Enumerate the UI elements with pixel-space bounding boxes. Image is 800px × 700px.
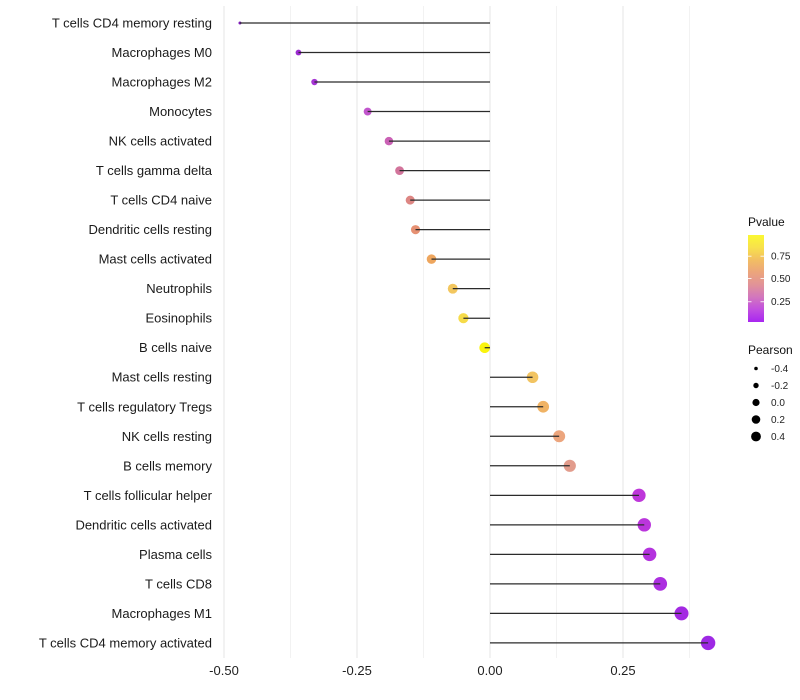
pearson-size-dot: [753, 382, 759, 389]
lollipop-row: Neutrophils: [146, 281, 490, 296]
lollipop-row: T cells regulatory Tregs: [77, 399, 550, 414]
category-label: B cells naive: [139, 340, 212, 355]
lollipop-row: Mast cells activated: [99, 252, 490, 267]
lollipop-row: T cells CD4 memory resting: [52, 16, 490, 31]
category-label: Plasma cells: [139, 547, 212, 562]
pearson-size-label: 0.2: [771, 415, 785, 426]
x-axis-tick-label: 0.25: [610, 663, 635, 678]
lollipop-rows: T cells CD4 memory resting Macrophages M0…: [39, 16, 716, 650]
pvalue-tick-label: 0.25: [771, 297, 791, 308]
lollipop-row: NK cells resting: [122, 429, 566, 444]
gridlines: [223, 6, 690, 658]
category-label: NK cells resting: [122, 429, 212, 444]
lollipop-row: T cells CD8: [145, 576, 668, 591]
pearson-size-label: 0.0: [771, 398, 785, 409]
lollipop-row: B cells naive: [139, 340, 490, 355]
lollipop-row: Dendritic cells resting: [88, 222, 490, 237]
lollipop-row: Plasma cells: [139, 547, 657, 562]
category-label: T cells gamma delta: [96, 163, 213, 178]
x-axis-tick-label: -0.50: [209, 663, 239, 678]
pearson-size-dot: [751, 431, 761, 442]
category-label: Monocytes: [149, 104, 212, 119]
pearson-size-dot: [752, 398, 760, 407]
category-label: Neutrophils: [146, 281, 212, 296]
pearson-size-label: -0.2: [771, 381, 789, 392]
lollipop-row: T cells CD4 naive: [110, 193, 490, 208]
lollipop-row: T cells follicular helper: [84, 488, 646, 503]
pearson-size-dot: [754, 366, 758, 371]
pearson-size-legend: Pearson -0.4 -0.2 0.0 0.2 0.4: [748, 343, 793, 443]
pearson-size-label: 0.4: [771, 432, 785, 443]
lollipop-row: Monocytes: [149, 104, 490, 119]
category-label: Mast cells resting: [112, 370, 212, 385]
category-label: B cells memory: [123, 458, 212, 473]
category-label: NK cells activated: [109, 134, 212, 149]
category-label: Mast cells activated: [99, 252, 212, 267]
lollipop-row: Eosinophils: [146, 311, 490, 326]
category-label: T cells CD4 memory activated: [39, 635, 212, 650]
pearson-size-dot: [751, 415, 761, 424]
data-point: [632, 488, 646, 502]
category-label: T cells CD8: [145, 576, 212, 591]
data-point: [563, 459, 576, 472]
lollipop-row: T cells gamma delta: [96, 163, 490, 178]
category-label: Eosinophils: [146, 311, 213, 326]
lollipop-row: Dendritic cells activated: [75, 517, 651, 532]
category-label: Macrophages M1: [112, 606, 212, 621]
pvalue-tick-label: 0.50: [771, 274, 791, 285]
category-label: T cells CD4 naive: [110, 193, 212, 208]
pearson-size-label: -0.4: [771, 364, 789, 375]
pvalue-legend-title: Pvalue: [748, 215, 785, 229]
pvalue-tick-label: 0.75: [771, 252, 791, 263]
x-axis-tick-label: -0.25: [342, 663, 372, 678]
category-label: T cells regulatory Tregs: [77, 399, 212, 414]
lollipop-row: B cells memory: [123, 458, 576, 473]
lollipop-row: Macrophages M1: [112, 606, 689, 621]
pvalue-colorbar: [748, 235, 764, 322]
lollipop-row: Macrophages M2: [112, 75, 490, 90]
pvalue-legend: Pvalue 0.75 0.50 0.25: [748, 215, 791, 322]
category-label: Macrophages M0: [112, 45, 212, 60]
category-label: Macrophages M2: [112, 75, 212, 90]
lollipop-row: Macrophages M0: [112, 45, 490, 60]
pearson-legend-title: Pearson: [748, 343, 793, 357]
lollipop-row: NK cells activated: [109, 134, 490, 149]
lollipop-row: Mast cells resting: [112, 370, 539, 385]
x-axis: -0.50 -0.25 0.00 0.25: [209, 663, 635, 678]
lollipop-row: T cells CD4 memory activated: [39, 635, 716, 650]
category-label: T cells follicular helper: [84, 488, 213, 503]
category-label: T cells CD4 memory resting: [52, 16, 212, 31]
category-label: Dendritic cells resting: [88, 222, 212, 237]
x-axis-tick-label: 0.00: [477, 663, 502, 678]
category-label: Dendritic cells activated: [75, 517, 212, 532]
